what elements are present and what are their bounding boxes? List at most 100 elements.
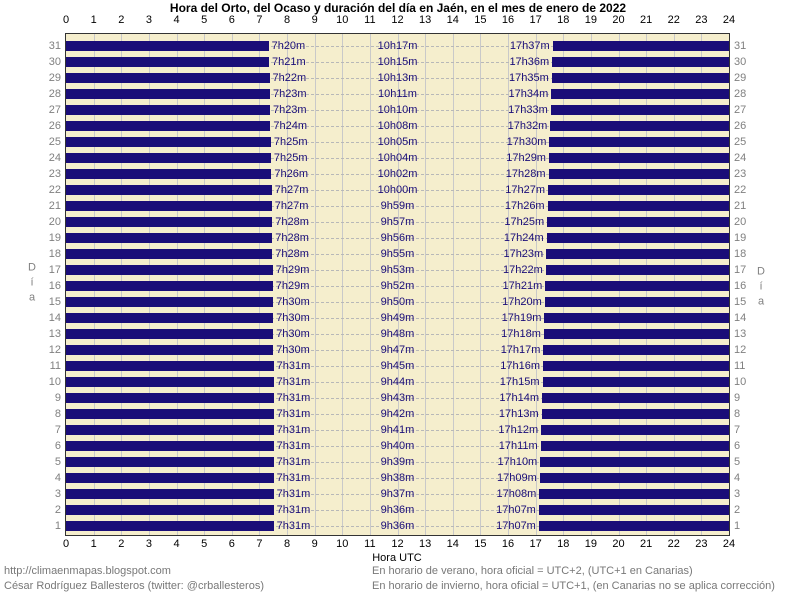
x-tick-label: 16 [501, 538, 515, 550]
x-tick-label: 4 [173, 538, 180, 550]
day-duration-label: 9h40m [380, 440, 415, 452]
row-gridline [66, 334, 729, 335]
sunset-time-label: 17h27m [505, 184, 546, 196]
day-duration-label: 10h11m [378, 88, 417, 100]
night-bar-before-sunrise [66, 441, 274, 451]
sunset-time-label: 17h32m [507, 120, 548, 132]
sunset-time-label: 17h10m [497, 456, 538, 468]
y-tick-label: 18 [734, 248, 747, 260]
sunrise-time-label: 7h28m [275, 232, 309, 244]
x-tick-label: 18 [557, 14, 570, 26]
y-tick-label: 20 [48, 216, 61, 228]
night-bar-after-sunset [547, 217, 729, 227]
footer-url: http://climaenmapas.blogspot.com [4, 565, 171, 577]
y-tick-label: 1 [54, 520, 61, 532]
sunrise-time-label: 7h27m [274, 200, 309, 212]
night-bar-after-sunset [542, 393, 729, 403]
day-duration-label: 9h38m [380, 472, 415, 484]
row-gridline [66, 126, 729, 127]
row-gridline [66, 318, 729, 319]
x-tick-label: 12 [391, 14, 404, 26]
y-tick-label: 25 [48, 136, 61, 148]
sunrise-time-label: 7h31m [276, 408, 311, 420]
row-gridline [66, 366, 729, 367]
sunrise-time-label: 7h20m [271, 40, 306, 52]
x-tick-label: 11 [364, 14, 376, 26]
row-gridline [66, 430, 729, 431]
y-tick-label: 19 [48, 232, 61, 244]
night-bar-before-sunrise [66, 313, 274, 323]
x-tick-label: 1 [90, 14, 97, 26]
y-tick-label: 28 [734, 88, 747, 100]
night-bar-after-sunset [551, 89, 729, 99]
row-gridline [66, 382, 729, 383]
sunset-time-label: 17h24m [503, 232, 544, 244]
x-tick-label: 20 [612, 538, 625, 550]
y-tick-label: 4 [734, 472, 741, 484]
y-tick-label: 27 [48, 104, 61, 116]
night-bar-before-sunrise [66, 377, 274, 387]
x-tick-label: 22 [667, 538, 680, 550]
night-bar-before-sunrise [66, 89, 270, 99]
sunset-time-label: 17h37m [509, 40, 550, 52]
y-tick-label: 18 [48, 248, 61, 260]
day-duration-label: 10h15m [377, 56, 418, 68]
sunrise-time-label: 7h31m [276, 520, 311, 532]
x-tick-label: 15 [474, 14, 487, 26]
sunrise-time-label: 7h25m [273, 136, 308, 148]
sunset-time-label: 17h17m [500, 344, 541, 356]
day-duration-label: 10h17m [377, 40, 418, 52]
x-tick-label: 9 [311, 14, 318, 26]
sunrise-time-label: 7h31m [276, 472, 311, 484]
y-tick-label: 22 [734, 184, 747, 196]
sunrise-time-label: 7h27m [274, 184, 309, 196]
night-bar-before-sunrise [66, 361, 274, 371]
sunrise-time-label: 7h21m [272, 56, 306, 68]
day-duration-label: 9h42m [380, 408, 415, 420]
night-bar-before-sunrise [66, 521, 274, 531]
x-tick-label: 7 [256, 14, 263, 26]
day-duration-label: 10h00m [377, 184, 418, 196]
y-tick-label: 23 [48, 168, 61, 180]
y-tick-label: 16 [734, 280, 747, 292]
hour-gridline [287, 34, 288, 535]
sunrise-time-label: 7h31m [276, 488, 311, 500]
night-bar-after-sunset [542, 377, 729, 387]
row-gridline [66, 206, 729, 207]
row-gridline [66, 462, 729, 463]
x-tick-label: 23 [695, 14, 708, 26]
sunrise-time-label: 7h28m [275, 216, 309, 228]
sunset-time-label: 17h14m [499, 392, 540, 404]
row-gridline [66, 142, 729, 143]
x-tick-label: 3 [145, 538, 152, 550]
x-tick-label: 10 [336, 14, 349, 26]
night-bar-after-sunset [552, 41, 729, 51]
x-tick-label: 0 [62, 14, 70, 26]
sunrise-time-label: 7h28m [275, 248, 309, 260]
y-tick-label: 30 [734, 56, 747, 68]
y-tick-label: 15 [734, 296, 747, 308]
x-tick-label: 23 [695, 538, 708, 550]
sunset-time-label: 17h07m [496, 504, 536, 516]
x-tick-label: 8 [283, 538, 291, 550]
x-tick-label: 8 [283, 14, 291, 26]
sunset-time-label: 17h28m [505, 168, 546, 180]
night-bar-before-sunrise [66, 41, 269, 51]
sunrise-time-label: 7h30m [276, 296, 310, 308]
row-gridline [66, 254, 729, 255]
sunset-time-label: 17h16m [500, 360, 540, 372]
row-gridline [66, 526, 729, 527]
hour-gridline [425, 34, 426, 535]
sunrise-time-label: 7h23m [272, 104, 307, 116]
night-bar-after-sunset [540, 441, 729, 451]
night-bar-after-sunset [550, 121, 729, 131]
sunrise-time-label: 7h30m [276, 312, 310, 324]
sunrise-time-label: 7h25m [273, 152, 308, 164]
x-tick-label: 2 [118, 14, 125, 26]
y-tick-label: 23 [734, 168, 747, 180]
night-bar-before-sunrise [66, 457, 274, 467]
y-tick-label: 4 [54, 472, 61, 484]
y-tick-label: 13 [734, 328, 747, 340]
sunset-time-label: 17h35m [508, 72, 549, 84]
y-tick-label: 3 [734, 488, 741, 500]
